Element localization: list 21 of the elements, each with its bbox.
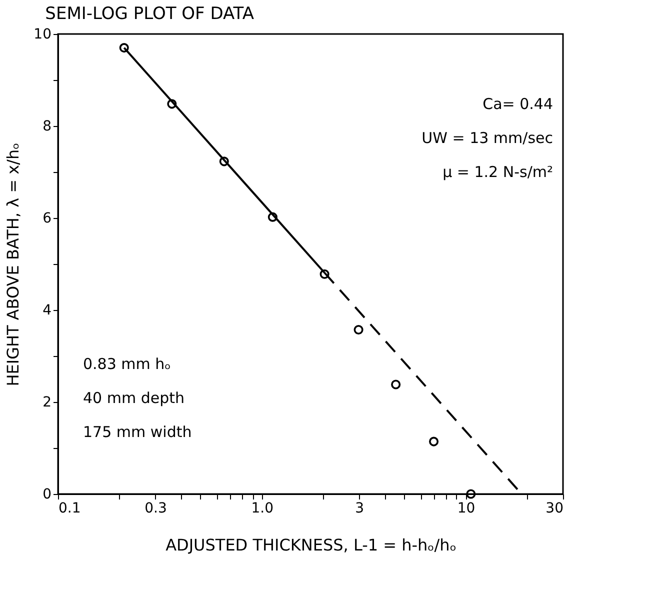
x-tick-label: 10 [457, 500, 476, 516]
annotation: 0.83 mm hₒ [83, 355, 171, 373]
x-tick-label: 0.3 [144, 500, 167, 516]
y-tick-label: 6 [42, 210, 52, 226]
y-tick-label: 8 [42, 118, 52, 134]
x-axis-title: ADJUSTED THICKNESS, L-1 = h-hₒ/hₒ [166, 536, 456, 554]
x-tick-label: 1.0 [251, 500, 274, 516]
x-tick-label: 3 [355, 500, 364, 516]
annotation: 175 mm width [83, 423, 192, 441]
y-tick-label: 2 [42, 394, 52, 410]
y-tick-label: 0 [42, 486, 52, 502]
annotation: μ = 1.2 N-s/m² [442, 163, 553, 181]
annotation: UW = 13 mm/sec [422, 129, 553, 147]
x-tick-label: 0.1 [58, 500, 81, 516]
x-tick-label: 30 [546, 500, 564, 516]
y-tick-label: 4 [42, 302, 52, 318]
y-tick-label: 10 [34, 26, 52, 42]
y-axis-title: HEIGHT ABOVE BATH, λ = x/hₒ [4, 142, 23, 386]
annotation: Ca= 0.44 [482, 95, 553, 113]
chart-title: SEMI-LOG PLOT OF DATA [45, 4, 254, 24]
annotation: 40 mm depth [83, 389, 185, 407]
